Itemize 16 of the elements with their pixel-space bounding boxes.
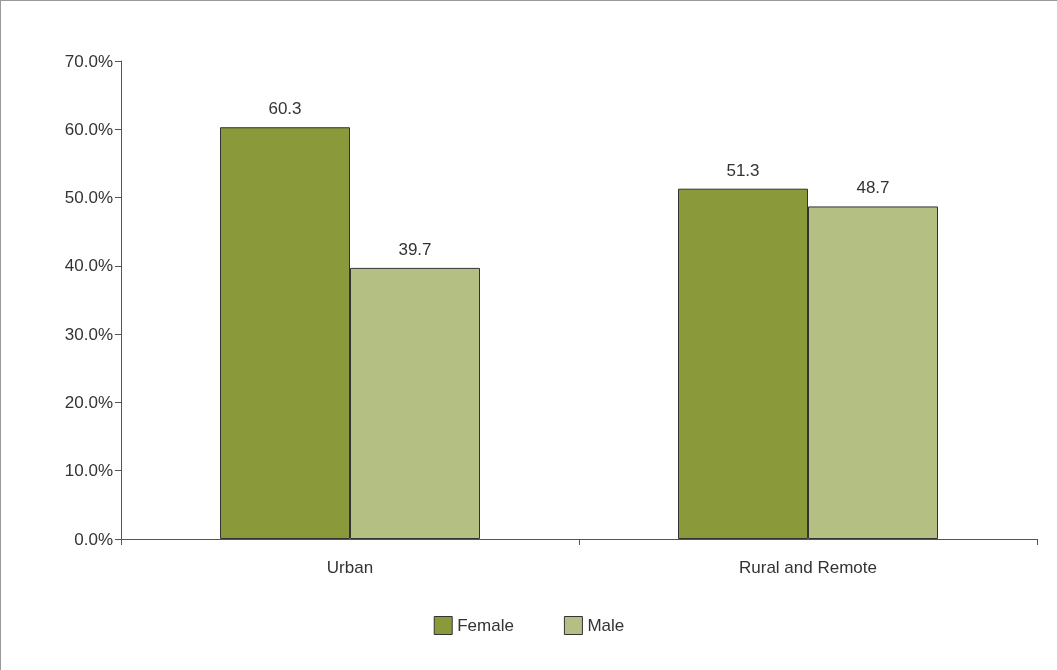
- x-tick-label: Urban: [326, 558, 374, 577]
- y-tick-label: 40.0%: [64, 256, 113, 276]
- y-tick-label: 20.0%: [64, 392, 113, 412]
- legend-label: Male: [587, 616, 625, 635]
- data-label: 48.7: [856, 178, 890, 198]
- y-tick-label: 50.0%: [64, 188, 113, 208]
- y-tick-label: 60.0%: [64, 119, 113, 139]
- y-tick-label: 0.0%: [74, 529, 113, 549]
- y-tick-label: 10.0%: [64, 461, 113, 481]
- y-tick-label: 30.0%: [64, 324, 113, 344]
- data-label: 60.3: [268, 99, 302, 119]
- legend-label: Female: [457, 616, 514, 635]
- data-label: 39.7: [398, 239, 432, 259]
- data-label: 51.3: [726, 160, 760, 180]
- y-tick-label: 70.0%: [64, 51, 113, 71]
- x-tick-label: Rural and Remote: [739, 558, 877, 577]
